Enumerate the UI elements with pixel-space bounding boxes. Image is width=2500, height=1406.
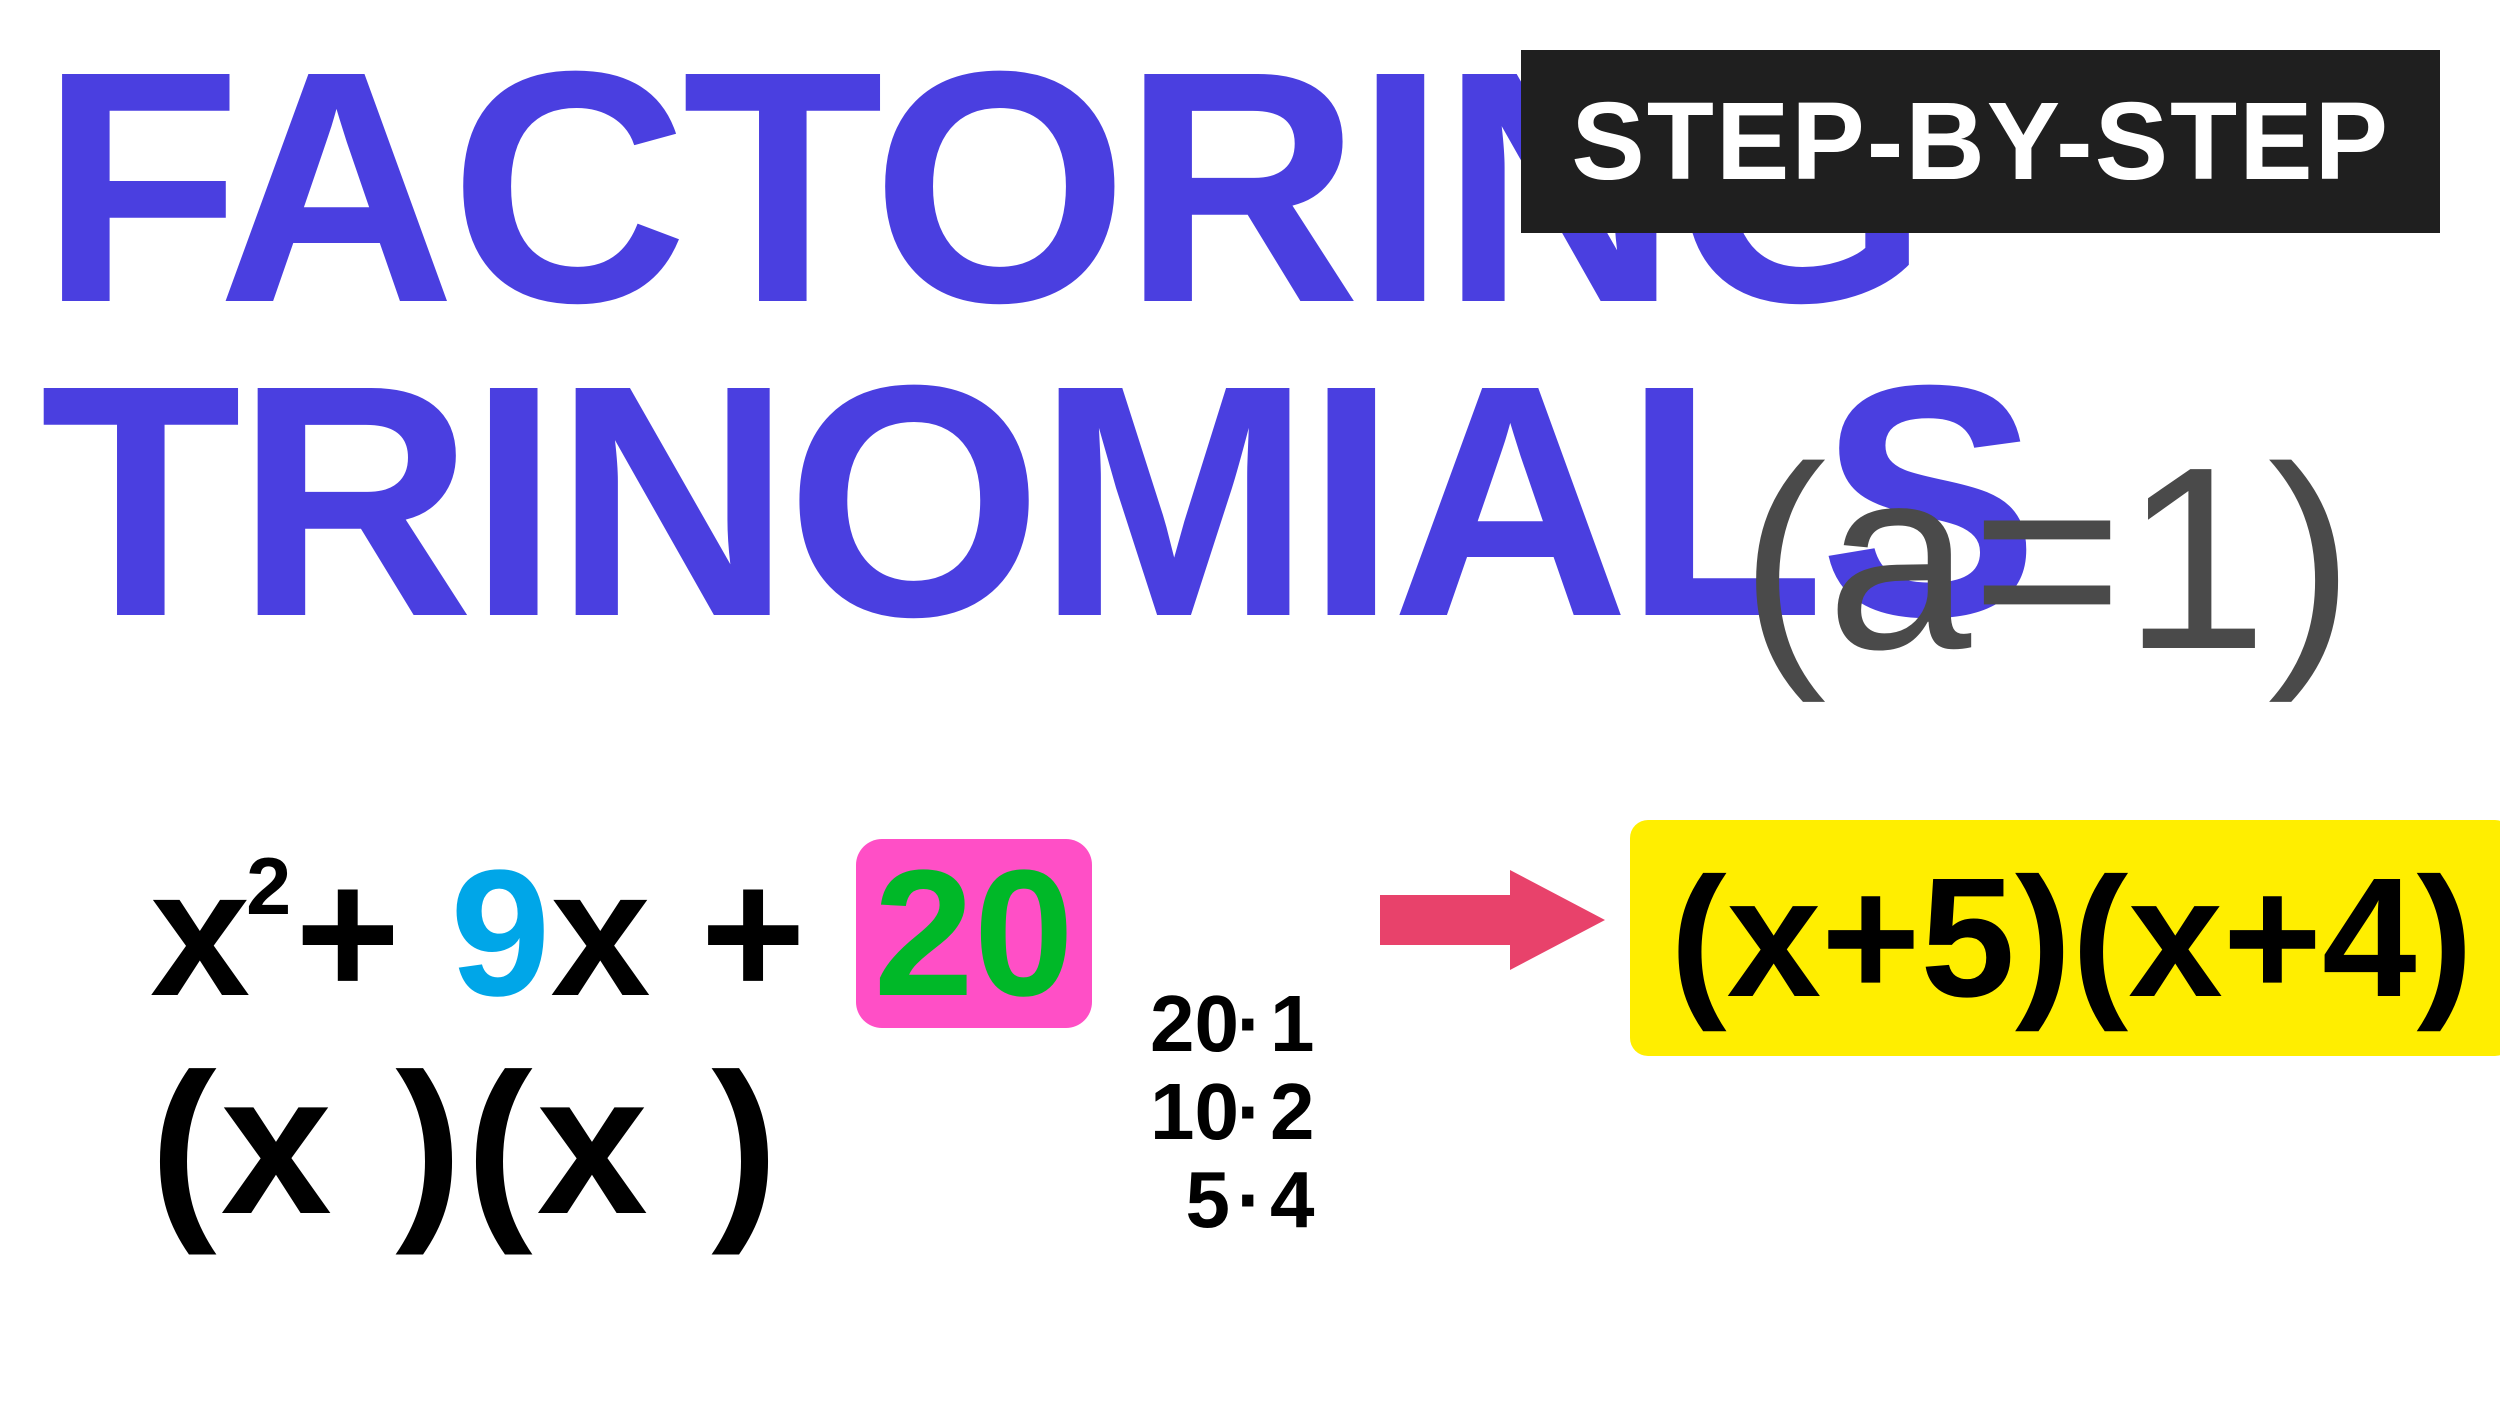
- dot-icon: ·: [1230, 1156, 1270, 1244]
- title-line-2: TRINOMIALS: [40, 344, 2033, 658]
- subtitle-a-equals-1: (a=1): [1740, 410, 2354, 709]
- factor-a: 5: [1150, 1156, 1230, 1244]
- dot-icon: ·: [1230, 980, 1270, 1068]
- factored-result: (x+5)(x+4): [1630, 820, 2500, 1056]
- arrow-icon: [1380, 860, 1610, 985]
- trinomial-expression: x2+ 9x + 20: [150, 830, 1092, 1037]
- term-x: x: [150, 833, 250, 1034]
- step-by-step-badge: STEP-BY-STEP: [1521, 50, 2440, 233]
- term-x-linear: x: [550, 833, 650, 1034]
- factor-pair-row: 5·4: [1150, 1156, 1320, 1244]
- factor-b: 4: [1270, 1156, 1320, 1244]
- constant-20: 20: [856, 839, 1092, 1028]
- factor-pair-row: 20·1: [1150, 980, 1320, 1068]
- factor-pairs-list: 20·1 10·2 5·4: [1150, 980, 1320, 1244]
- factor-a: 20: [1150, 980, 1230, 1068]
- factor-a: 10: [1150, 1068, 1230, 1156]
- plus-2: +: [651, 833, 856, 1034]
- dot-icon: ·: [1230, 1068, 1270, 1156]
- plus-1: +: [295, 833, 450, 1034]
- factor-pair-row: 10·2: [1150, 1068, 1320, 1156]
- exponent-2: 2: [246, 842, 291, 932]
- coefficient-9: 9: [450, 833, 550, 1034]
- factor-template: (x )(x ): [150, 1030, 782, 1260]
- factor-b: 2: [1270, 1068, 1320, 1156]
- factor-b: 1: [1270, 980, 1320, 1068]
